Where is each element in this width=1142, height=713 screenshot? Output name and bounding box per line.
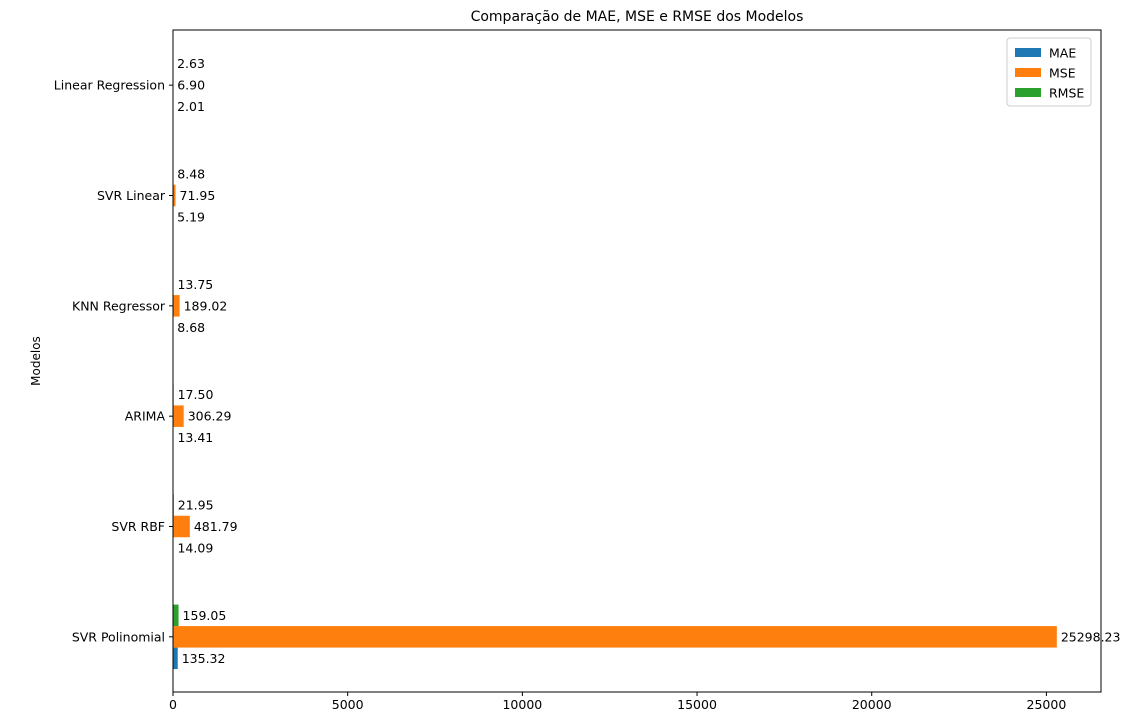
x-axis: 0 5000 10000 15000 20000 25000 [169, 692, 1066, 712]
data-label-arima-mae: 13.41 [177, 430, 213, 445]
bar-arima-mse [173, 405, 184, 427]
data-label-svr-polinomial-mse: 25298.23 [1061, 629, 1121, 644]
data-label-svr-polinomial-rmse: 159.05 [183, 608, 227, 623]
data-label-arima-mse: 306.29 [188, 409, 232, 424]
x-tick-label: 15000 [677, 697, 717, 712]
x-tick-label: 5000 [332, 697, 364, 712]
data-label-arima-rmse: 17.50 [178, 387, 214, 402]
y-tick-label-svr-polinomial: SVR Polinomial [72, 629, 165, 644]
chart-title: Comparação de MAE, MSE e RMSE dos Modelo… [471, 9, 804, 25]
data-label-svr-rbf-mse: 481.79 [194, 519, 238, 534]
y-tick-label-knn-regressor: KNN Regressor [72, 298, 166, 313]
data-label-svr-rbf-mae: 14.09 [177, 541, 213, 556]
data-label-linear-regression-mse: 6.90 [177, 78, 205, 93]
data-label-svr-linear-rmse: 8.48 [177, 167, 205, 182]
y-tick-label-svr-linear: SVR Linear [97, 188, 166, 203]
legend-label-mae: MAE [1049, 46, 1076, 61]
legend-swatch-mse [1015, 68, 1041, 77]
legend-swatch-mae [1015, 48, 1041, 57]
data-labels-layer: 135.32 25298.23 159.05 14.09 481.79 21.95 13.4… [177, 56, 1120, 666]
y-tick-label-linear-regression: Linear Regression [54, 78, 165, 93]
legend-swatch-rmse [1015, 88, 1041, 97]
data-label-svr-polinomial-mae: 135.32 [182, 651, 226, 666]
bar-svr-rbf-mse [173, 515, 190, 538]
data-label-linear-regression-mae: 2.01 [177, 99, 205, 114]
data-label-knn-regressor-mse: 189.02 [184, 298, 228, 313]
plot-frame [172, 29, 1102, 693]
y-tick-label-arima: ARIMA [125, 409, 166, 424]
y-tick-label-svr-rbf: SVR RBF [111, 519, 165, 534]
bar-knn-regressor-mse [173, 295, 180, 317]
x-tick-label: 20000 [852, 697, 892, 712]
data-label-knn-regressor-rmse: 13.75 [177, 277, 213, 292]
x-tick-label: 0 [169, 697, 177, 712]
data-label-knn-regressor-mae: 8.68 [177, 320, 205, 335]
data-label-svr-rbf-rmse: 21.95 [178, 498, 214, 513]
legend-label-rmse: RMSE [1049, 86, 1084, 101]
x-tick-label: 10000 [502, 697, 542, 712]
data-label-svr-linear-mse: 71.95 [180, 188, 216, 203]
bar-svr-polinomial-mae [173, 647, 178, 670]
y-axis-label: Modelos [29, 336, 43, 386]
legend: MAE MSE RMSE [1006, 37, 1092, 107]
bars-layer [173, 52, 1057, 670]
legend-label-mse: MSE [1049, 66, 1076, 81]
bar-svr-polinomial-mse [173, 626, 1057, 648]
y-axis: SVR Polinomial SVR RBF ARIMA KNN Regressor S… [54, 78, 173, 644]
x-tick-label: 25000 [1027, 697, 1067, 712]
data-label-linear-regression-rmse: 2.63 [177, 56, 205, 71]
data-label-svr-linear-mae: 5.19 [177, 210, 205, 225]
bar-svr-polinomial-rmse [173, 604, 179, 627]
bar-svr-linear-mse [173, 184, 176, 207]
